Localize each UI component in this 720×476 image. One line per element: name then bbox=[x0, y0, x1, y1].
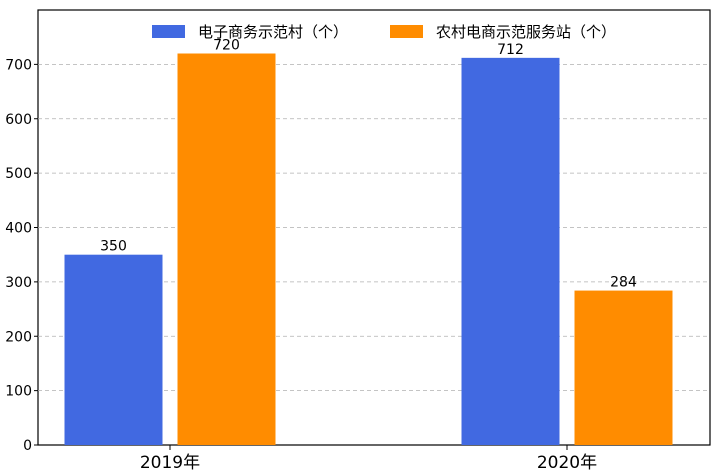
y-tick-label: 500 bbox=[5, 166, 32, 182]
x-tick-label: 2019年 bbox=[140, 453, 200, 473]
data-label: 350 bbox=[100, 239, 127, 255]
legend: 电子商务示范村（个） 农村电商示范服务站（个） bbox=[152, 23, 616, 41]
bar bbox=[461, 57, 560, 445]
y-tick-label: 600 bbox=[5, 112, 32, 128]
data-label: 284 bbox=[610, 275, 637, 291]
data-label: 720 bbox=[213, 38, 240, 54]
y-axis: 0 100 200 300 400 500 600 700 bbox=[5, 57, 38, 454]
y-tick-label: 100 bbox=[5, 384, 32, 400]
y-tick-label: 700 bbox=[5, 57, 32, 73]
y-tick-label: 400 bbox=[5, 221, 32, 237]
y-tick-label: 300 bbox=[5, 275, 32, 291]
legend-label: 电子商务示范村（个） bbox=[198, 23, 348, 41]
bar bbox=[574, 290, 673, 445]
legend-swatch bbox=[152, 25, 185, 38]
data-label: 712 bbox=[497, 42, 524, 58]
bar bbox=[64, 254, 163, 445]
y-tick-label: 0 bbox=[23, 438, 32, 454]
x-tick-label: 2020年 bbox=[537, 453, 597, 473]
legend-swatch bbox=[390, 25, 423, 38]
y-tick-label: 200 bbox=[5, 329, 32, 345]
x-axis: 2019年 2020年 bbox=[140, 445, 597, 473]
data-labels: 350 720 712 284 bbox=[100, 38, 637, 291]
bars bbox=[64, 53, 673, 445]
bar bbox=[177, 53, 276, 445]
legend-label: 农村电商示范服务站（个） bbox=[436, 23, 616, 41]
